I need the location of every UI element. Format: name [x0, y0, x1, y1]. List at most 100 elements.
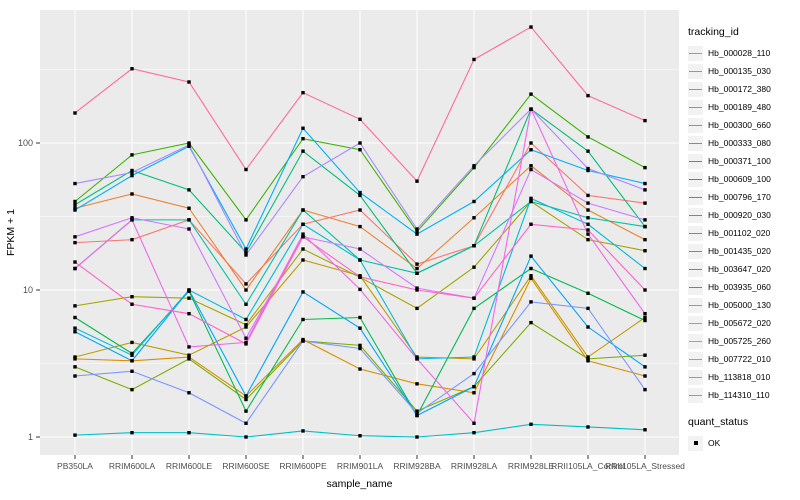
- legend-key: [688, 369, 703, 385]
- legend-label: Hb_000028_110: [708, 48, 771, 58]
- point-marker: [187, 296, 191, 300]
- point-marker: [244, 421, 248, 425]
- point-marker: [415, 286, 419, 290]
- point-marker: [187, 188, 191, 192]
- point-marker: [130, 216, 134, 220]
- point-marker: [586, 201, 590, 205]
- point-marker: [73, 355, 77, 359]
- legend-key: [688, 135, 703, 151]
- point-marker: [187, 355, 191, 359]
- point-marker: [529, 199, 533, 204]
- legend-key: [688, 153, 703, 169]
- point-marker: [73, 357, 77, 361]
- point-marker: [472, 355, 476, 359]
- point-marker: [358, 247, 362, 251]
- point-marker: [586, 359, 590, 363]
- point-marker: [244, 397, 248, 402]
- point-marker: [643, 249, 647, 253]
- point-marker: [73, 199, 77, 204]
- legend-key-line-icon: [689, 232, 702, 235]
- legend-key: [688, 333, 703, 349]
- legend-item-Hb_000028_110: Hb_000028_110: [688, 44, 800, 62]
- point-marker: [586, 355, 590, 359]
- y-tick-label: 100: [18, 138, 33, 148]
- legend-key-line-icon: [689, 286, 702, 289]
- legend-label: Hb_001102_020: [708, 228, 771, 238]
- legend-item-Hb_001435_020: Hb_001435_020: [688, 242, 800, 260]
- legend-key-line-icon: [689, 52, 702, 55]
- point-marker: [643, 218, 647, 222]
- point-marker: [301, 208, 305, 212]
- legend-item-Hb_005672_020: Hb_005672_020: [688, 314, 800, 332]
- point-marker: [187, 357, 191, 361]
- point-marker: [187, 288, 191, 292]
- point-marker: [415, 382, 419, 386]
- point-marker: [529, 276, 533, 281]
- point-marker: [415, 306, 419, 311]
- point-marker: [472, 296, 476, 300]
- point-marker: [643, 311, 647, 316]
- point-marker: [415, 229, 419, 234]
- point-marker: [301, 290, 305, 294]
- legend-key-line-icon: [689, 142, 702, 145]
- point-marker: [130, 359, 134, 363]
- point-marker: [529, 196, 533, 201]
- point-marker: [643, 318, 647, 323]
- point-marker: [301, 317, 305, 322]
- point-marker: [301, 174, 305, 179]
- legend-item-Hb_003935_060: Hb_003935_060: [688, 278, 800, 296]
- legend-label: Hb_001435_020: [708, 246, 771, 256]
- point-marker: [244, 394, 248, 398]
- x-tick-label: RRIM928LA: [451, 461, 498, 471]
- point-marker: [472, 357, 476, 361]
- legend-label: Hb_000135_030: [708, 66, 771, 76]
- point-marker: [73, 330, 77, 334]
- point-marker: [586, 93, 590, 98]
- point-marker: [301, 429, 305, 433]
- legend-label: Hb_000333_080: [708, 138, 771, 148]
- legend-label: Hb_007722_010: [708, 354, 771, 364]
- y-axis-title: FPKM + 1: [5, 209, 17, 256]
- point-marker: [586, 222, 590, 226]
- legend-key: [688, 261, 703, 277]
- legend-key-line-icon: [689, 268, 702, 271]
- point-marker: [472, 216, 476, 220]
- x-tick-label: PB350LA: [57, 461, 93, 471]
- point-marker: [301, 258, 305, 262]
- point-marker: [472, 164, 476, 168]
- point-marker: [73, 304, 77, 308]
- legend-item-Hb_007722_010: Hb_007722_010: [688, 350, 800, 368]
- point-marker: [130, 353, 134, 357]
- y-tick-label: 10: [23, 285, 33, 295]
- point-marker: [73, 111, 77, 115]
- x-tick-label: RRIM901LA: [337, 461, 384, 471]
- point-marker: [415, 409, 419, 413]
- point-marker: [358, 117, 362, 121]
- point-marker: [301, 136, 305, 141]
- point-marker: [586, 168, 590, 173]
- legend-key-line-icon: [689, 178, 702, 181]
- point-marker: [472, 57, 476, 62]
- point-marker: [130, 153, 134, 157]
- legend-item-Hb_000920_030: Hb_000920_030: [688, 206, 800, 224]
- quant-status-legend-title: quant_status: [688, 416, 749, 428]
- point-marker: [472, 371, 476, 376]
- legend-key-line-icon: [689, 304, 702, 307]
- point-marker: [244, 317, 248, 322]
- legend-label: Hb_000189_480: [708, 102, 771, 112]
- legend-key-line-icon: [689, 160, 702, 163]
- legend-key: [688, 189, 703, 205]
- point-marker: [244, 336, 248, 340]
- point-marker: [130, 192, 134, 196]
- point-marker: [244, 282, 248, 286]
- point-marker: [586, 237, 590, 242]
- legend-label: Hb_000300_660: [708, 120, 771, 130]
- point-marker: [73, 181, 77, 186]
- x-tick-label: RRII105LA_Stressed: [605, 461, 685, 471]
- point-marker: [586, 216, 590, 220]
- point-marker: [301, 247, 305, 251]
- point-marker: [358, 148, 362, 152]
- point-marker: [130, 430, 134, 435]
- point-marker: [415, 227, 419, 231]
